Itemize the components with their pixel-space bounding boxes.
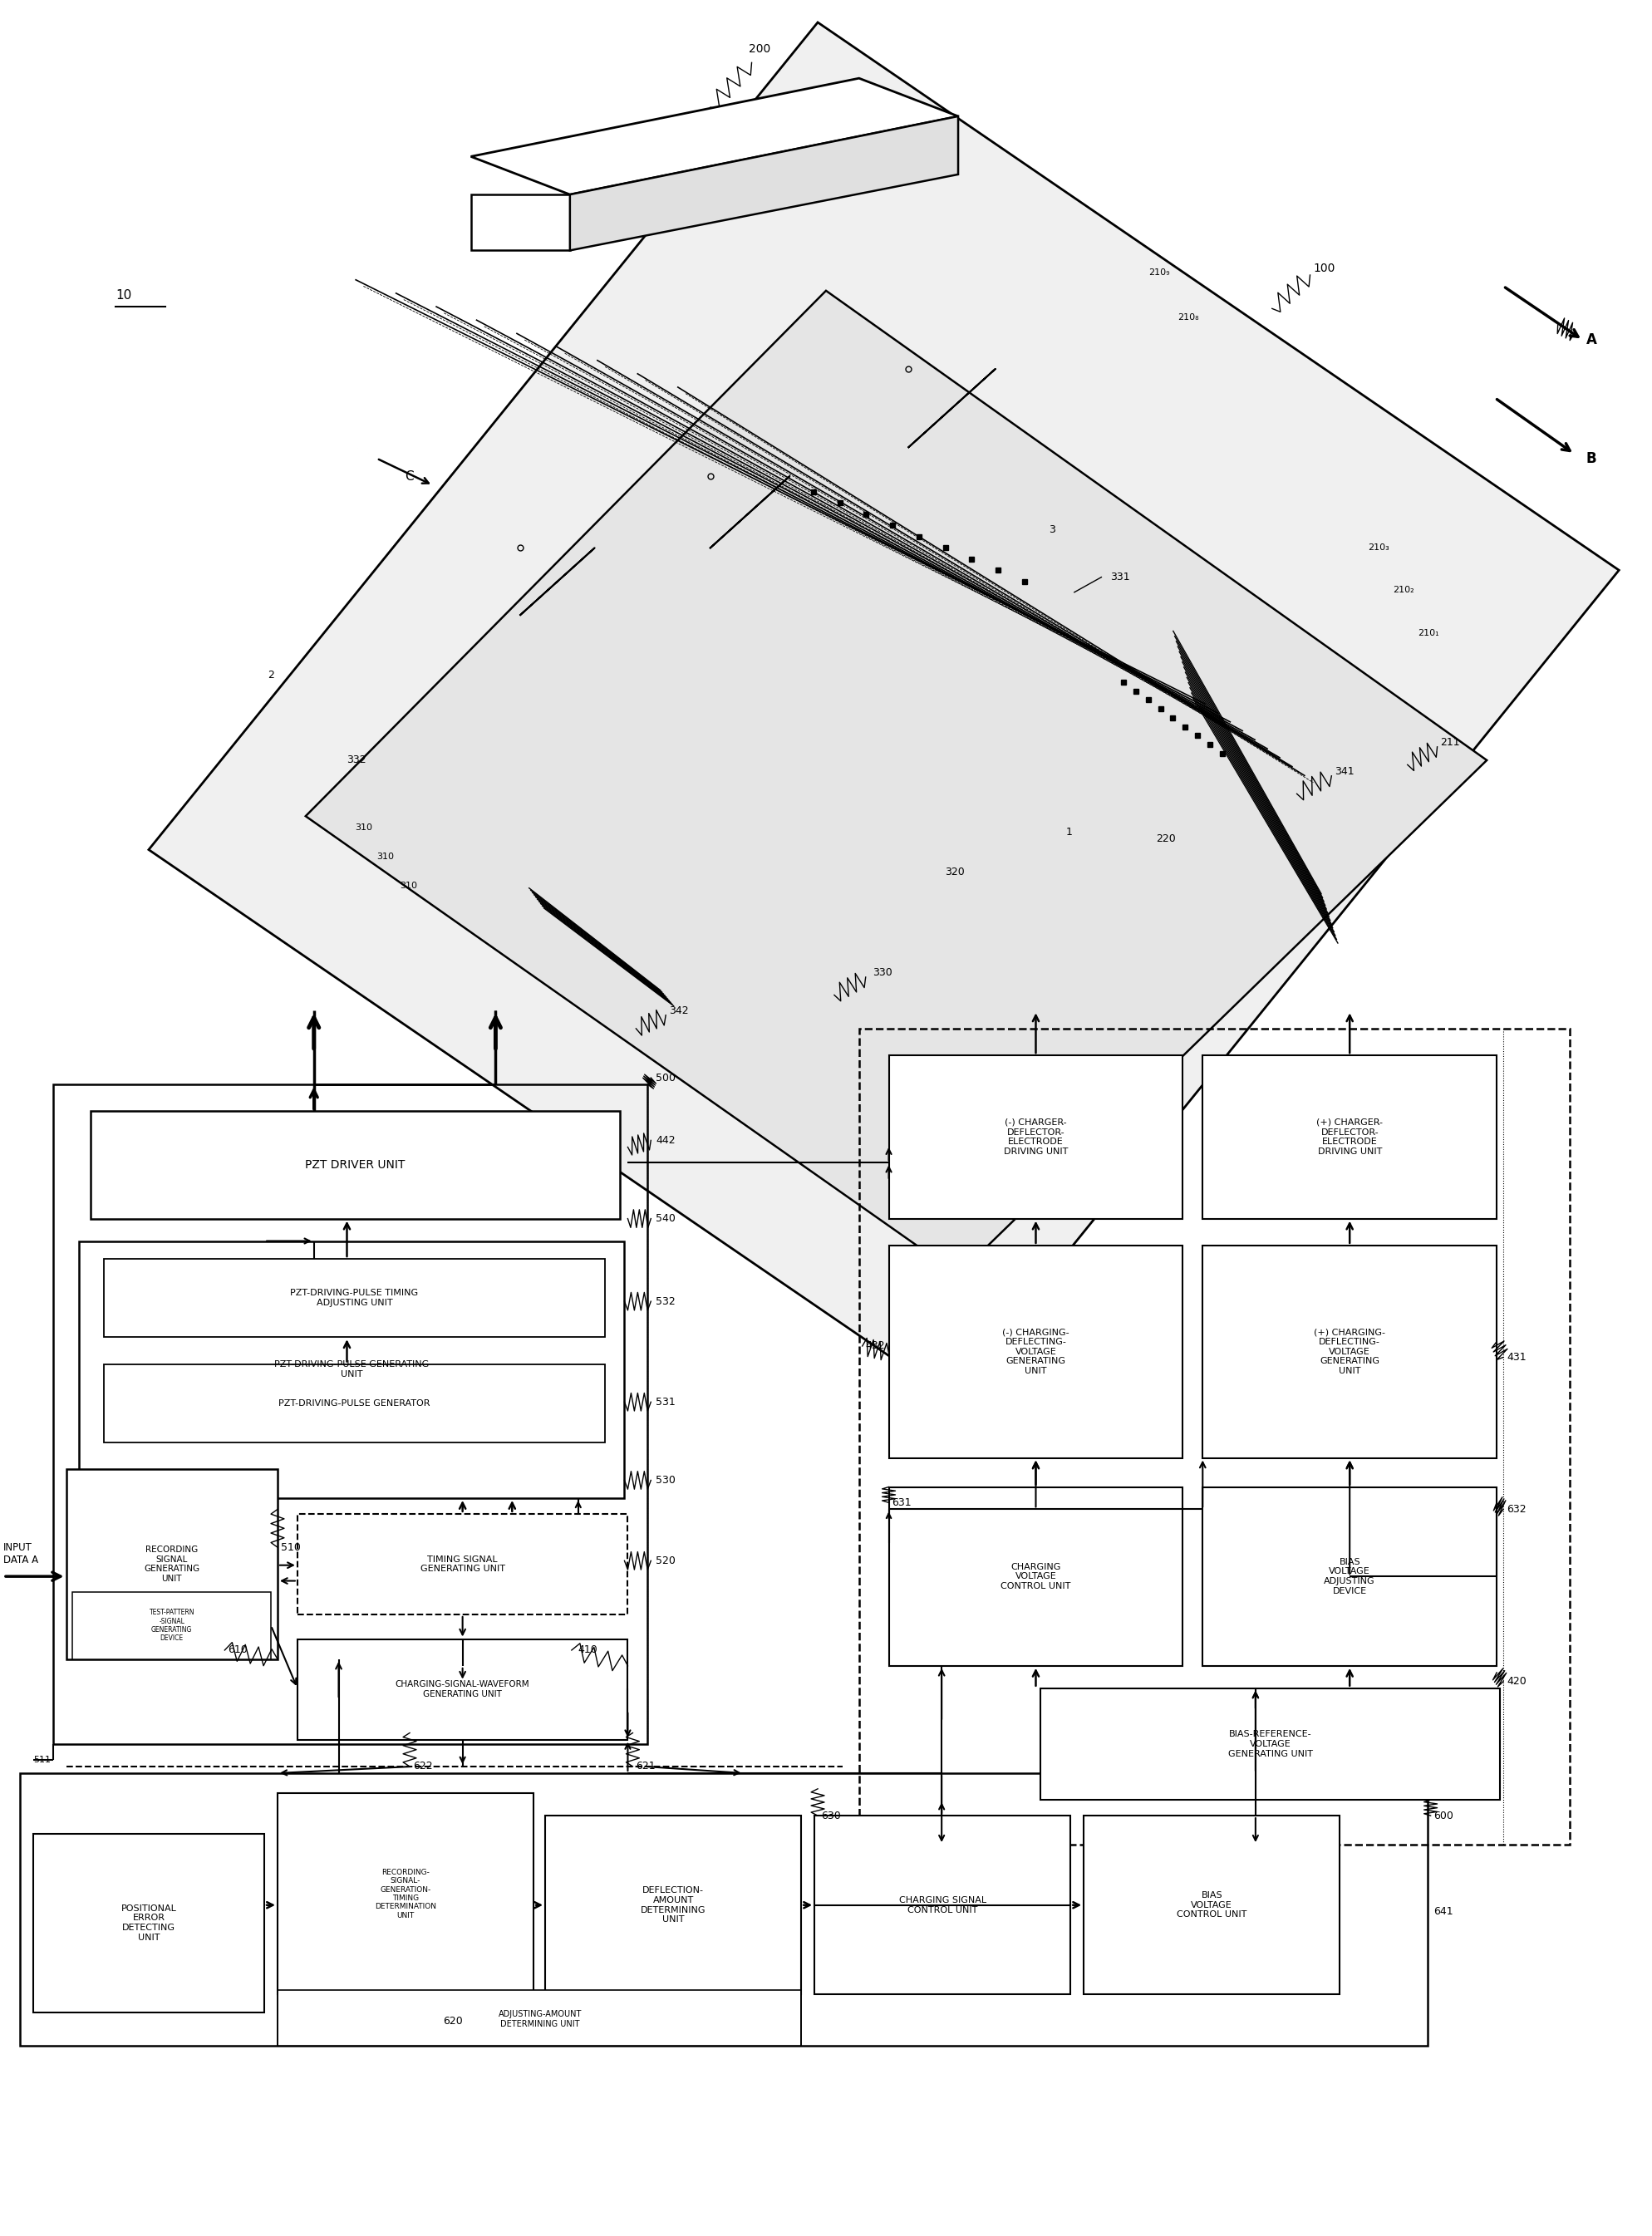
Text: 431: 431	[1507, 1353, 1526, 1362]
Bar	[20, 1773, 1427, 2046]
Text: 410: 410	[578, 1646, 598, 1655]
Text: PZT-DRIVING-PULSE TIMING
ADJUSTING UNIT: PZT-DRIVING-PULSE TIMING ADJUSTING UNIT	[291, 1288, 418, 1308]
Text: 320: 320	[945, 868, 965, 877]
Text: ADJUSTING-AMOUNT
DETERMINING UNIT: ADJUSTING-AMOUNT DETERMINING UNIT	[499, 2010, 582, 2028]
Bar	[545, 1816, 801, 1995]
Text: 3: 3	[1049, 525, 1056, 534]
Text: 330: 330	[872, 968, 892, 977]
Bar	[297, 1639, 628, 1740]
Bar	[33, 1834, 264, 2012]
Bar	[1084, 1816, 1340, 1995]
Bar	[889, 1245, 1183, 1458]
Text: BIAS
VOLTAGE
CONTROL UNIT: BIAS VOLTAGE CONTROL UNIT	[1176, 1892, 1247, 1918]
Text: 620: 620	[443, 2017, 463, 2026]
Bar	[66, 1469, 278, 1659]
Bar	[297, 1514, 628, 1614]
Text: 331: 331	[1110, 572, 1130, 581]
Text: 310: 310	[400, 881, 418, 890]
Bar	[53, 1084, 648, 1744]
Text: 310: 310	[355, 823, 373, 832]
Text: 432: 432	[866, 1342, 885, 1351]
Bar	[889, 1487, 1183, 1666]
Text: PZT-DRIVING-PULSE GENERATING
UNIT: PZT-DRIVING-PULSE GENERATING UNIT	[274, 1359, 430, 1380]
Bar	[1203, 1055, 1497, 1219]
Text: 500: 500	[656, 1073, 676, 1082]
Bar	[859, 1029, 1569, 1845]
Text: BIAS
VOLTAGE
ADJUSTING
DEVICE: BIAS VOLTAGE ADJUSTING DEVICE	[1325, 1558, 1374, 1594]
Text: (-) CHARGER-
DEFLECTOR-
ELECTRODE
DRIVING UNIT: (-) CHARGER- DEFLECTOR- ELECTRODE DRIVIN…	[1004, 1118, 1067, 1156]
Text: 641: 641	[1434, 1907, 1454, 1916]
Text: C: C	[405, 470, 413, 483]
Text: 630: 630	[821, 1811, 841, 1820]
Bar	[1203, 1487, 1497, 1666]
Text: 210₁: 210₁	[1417, 628, 1439, 637]
Text: DEFLECTION-
AMOUNT
DETERMINING
UNIT: DEFLECTION- AMOUNT DETERMINING UNIT	[641, 1887, 705, 1923]
Bar	[73, 1592, 271, 1659]
Text: 510: 510	[281, 1543, 301, 1552]
Bar	[278, 1793, 534, 1995]
Text: 342: 342	[669, 1006, 689, 1015]
Text: 100: 100	[1313, 262, 1335, 275]
Text: A: A	[1586, 333, 1596, 347]
Text: B: B	[1586, 452, 1596, 465]
Text: 341: 341	[1335, 767, 1355, 776]
Bar	[104, 1259, 605, 1337]
Text: 532: 532	[656, 1297, 676, 1306]
Text: 220: 220	[1156, 834, 1176, 843]
Text: BIAS-REFERENCE-
VOLTAGE
GENERATING UNIT: BIAS-REFERENCE- VOLTAGE GENERATING UNIT	[1227, 1731, 1313, 1757]
Text: 200: 200	[748, 42, 771, 56]
Text: 2: 2	[268, 671, 274, 680]
Text: 520: 520	[656, 1556, 676, 1565]
Bar	[814, 1816, 1070, 1995]
Polygon shape	[471, 78, 958, 195]
Text: 210₈: 210₈	[1178, 313, 1199, 322]
Text: TIMING SIGNAL
GENERATING UNIT: TIMING SIGNAL GENERATING UNIT	[420, 1554, 506, 1574]
Text: (+) CHARGER-
DEFLECTOR-
ELECTRODE
DRIVING UNIT: (+) CHARGER- DEFLECTOR- ELECTRODE DRIVIN…	[1317, 1118, 1383, 1156]
Text: (+) CHARGING-
DEFLECTING-
VOLTAGE
GENERATING
UNIT: (+) CHARGING- DEFLECTING- VOLTAGE GENERA…	[1313, 1328, 1386, 1375]
Text: 631: 631	[892, 1498, 912, 1507]
Bar	[104, 1364, 605, 1442]
Text: 622: 622	[413, 1762, 433, 1771]
Text: (-) CHARGING-
DEFLECTING-
VOLTAGE
GENERATING
UNIT: (-) CHARGING- DEFLECTING- VOLTAGE GENERA…	[1003, 1328, 1069, 1375]
Bar	[1041, 1688, 1500, 1800]
Bar	[889, 1055, 1183, 1219]
Text: 442: 442	[656, 1136, 676, 1145]
Text: CHARGING SIGNAL
CONTROL UNIT: CHARGING SIGNAL CONTROL UNIT	[899, 1896, 986, 1914]
Text: 632: 632	[1507, 1505, 1526, 1514]
Polygon shape	[570, 116, 958, 250]
Polygon shape	[306, 291, 1487, 1275]
Text: 610: 610	[228, 1646, 248, 1655]
Text: 511: 511	[33, 1755, 51, 1764]
Text: POSITIONAL
ERROR
DETECTING
UNIT: POSITIONAL ERROR DETECTING UNIT	[121, 1905, 177, 1941]
Text: 531: 531	[656, 1398, 676, 1406]
Text: TEST-PATTERN
-SIGNAL
GENERATING
DEVICE: TEST-PATTERN -SIGNAL GENERATING DEVICE	[149, 1610, 195, 1641]
Text: INPUT
DATA A: INPUT DATA A	[3, 1543, 38, 1565]
Text: 621: 621	[636, 1762, 656, 1771]
Bar	[1203, 1245, 1497, 1458]
Text: RECORDING-
SIGNAL-
GENERATION-
TIMING
DETERMINATION
UNIT: RECORDING- SIGNAL- GENERATION- TIMING DE…	[375, 1869, 436, 1918]
Text: 310: 310	[377, 852, 395, 861]
Text: PZT-DRIVING-PULSE GENERATOR: PZT-DRIVING-PULSE GENERATOR	[279, 1400, 430, 1406]
Text: PZT DRIVER UNIT: PZT DRIVER UNIT	[306, 1158, 405, 1172]
Polygon shape	[471, 195, 570, 250]
Text: 10: 10	[116, 288, 132, 302]
Text: 1: 1	[1066, 827, 1072, 836]
Text: 600: 600	[1434, 1811, 1454, 1820]
Text: 210₉: 210₉	[1148, 268, 1170, 277]
Bar	[278, 1990, 801, 2046]
Text: 210₂: 210₂	[1393, 586, 1414, 595]
Text: CHARGING-SIGNAL-WAVEFORM
GENERATING UNIT: CHARGING-SIGNAL-WAVEFORM GENERATING UNIT	[395, 1679, 530, 1699]
Text: CHARGING
VOLTAGE
CONTROL UNIT: CHARGING VOLTAGE CONTROL UNIT	[1001, 1563, 1070, 1590]
Text: 420: 420	[1507, 1677, 1526, 1686]
Text: 540: 540	[656, 1214, 676, 1223]
Bar	[79, 1241, 624, 1498]
Polygon shape	[149, 22, 1619, 1398]
Text: 210₃: 210₃	[1368, 543, 1389, 552]
Bar	[91, 1111, 620, 1219]
Text: 211: 211	[1441, 738, 1460, 747]
Text: 332: 332	[347, 756, 367, 765]
Text: RECORDING
SIGNAL
GENERATING
UNIT: RECORDING SIGNAL GENERATING UNIT	[144, 1545, 200, 1583]
Text: 530: 530	[656, 1476, 676, 1485]
